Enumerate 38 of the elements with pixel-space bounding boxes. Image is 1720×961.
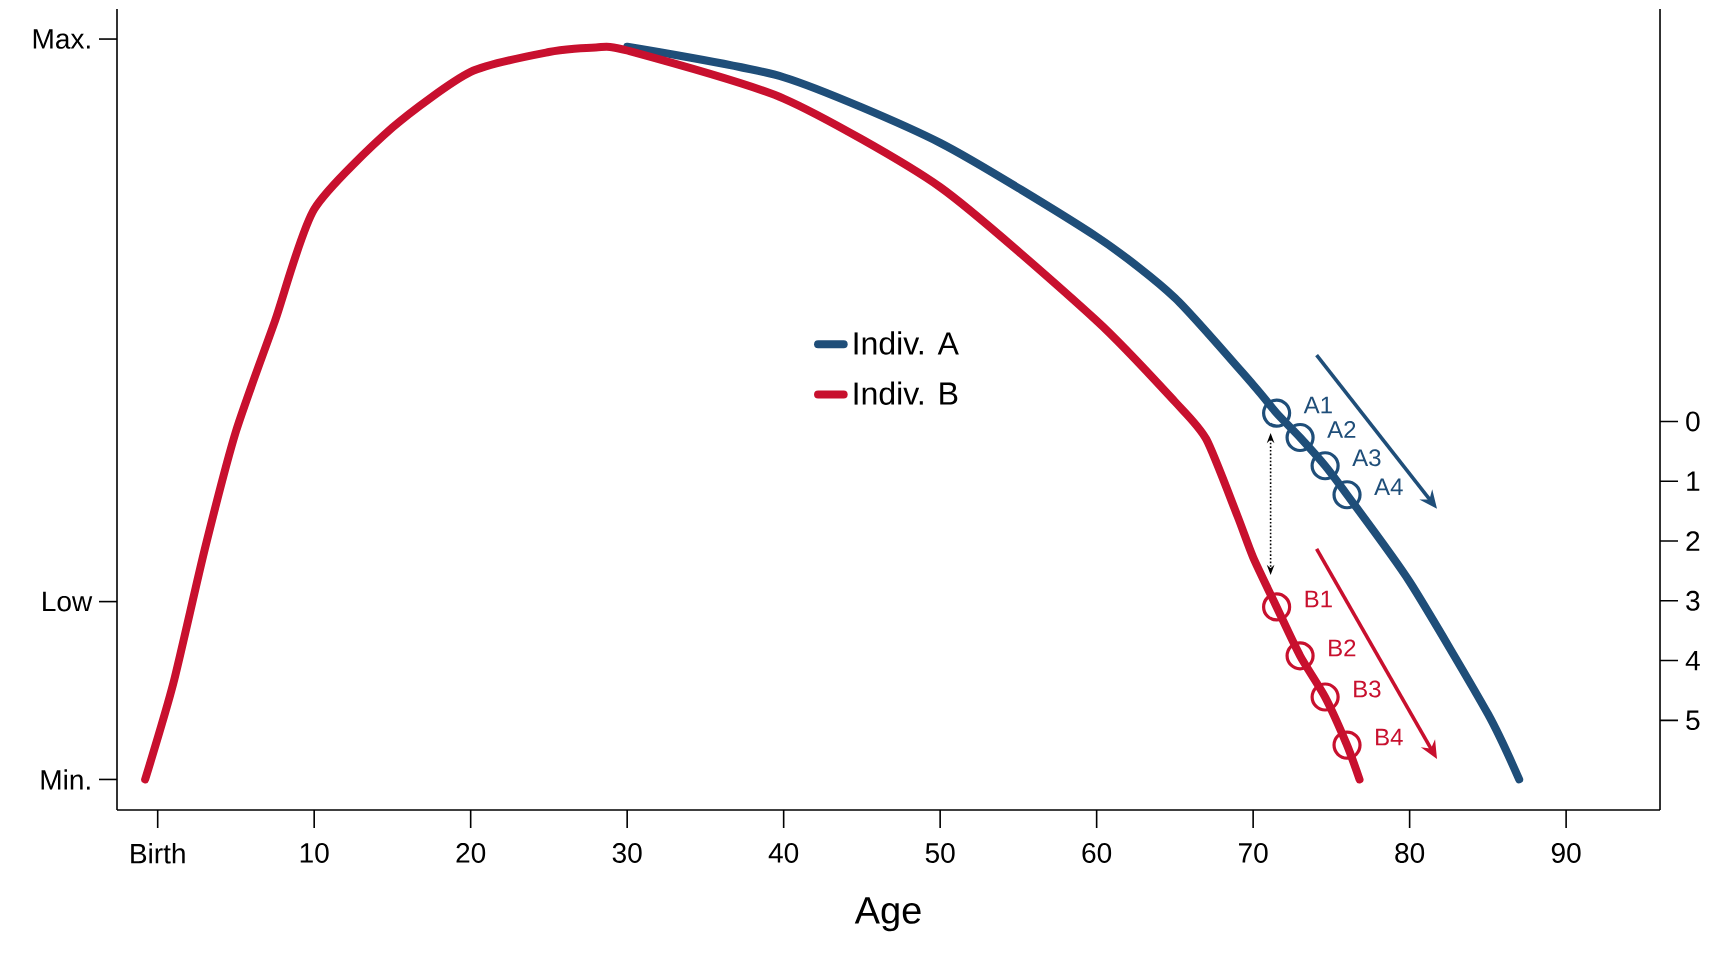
x-tick-label: 30 [612, 843, 642, 863]
point [1285, 422, 1315, 453]
point [1285, 641, 1315, 671]
point [1262, 592, 1292, 622]
x-tick-label: 40 [768, 843, 799, 863]
ref-line-label: Min. [41, 769, 90, 790]
ref-line-label: Low [43, 591, 93, 612]
x-tick-label: 60 [1082, 843, 1112, 863]
annotation: A1 [1303, 396, 1332, 414]
x-tick-label: 90 [1551, 843, 1581, 863]
y2-tick-label: 3 [1686, 590, 1700, 611]
point [1332, 730, 1362, 760]
annotation: B4 [1376, 728, 1403, 746]
point [1310, 682, 1340, 712]
x-axis-title: Age [854, 897, 921, 932]
x-tick-label: 70 [1239, 843, 1268, 863]
x-tick-label: Birth [131, 843, 185, 864]
x-tick-label: 80 [1395, 843, 1425, 863]
annotation: B3 [1354, 680, 1381, 698]
annotation: A4 [1374, 478, 1403, 495]
point [1310, 451, 1340, 481]
y2-tick-label: 1 [1687, 471, 1700, 491]
legend-label: Indiv. B [854, 381, 958, 405]
x-tick-label: 20 [456, 843, 486, 863]
annotation: B2 [1329, 639, 1356, 657]
ref-line-label: Max. [33, 29, 90, 49]
y2-tick-label: 0 [1686, 411, 1700, 432]
y2-tick-label: 5 [1686, 710, 1700, 731]
x-tick-label: 10 [300, 843, 329, 863]
annotation: A2 [1327, 421, 1356, 438]
point [1262, 398, 1292, 428]
annotation: A3 [1352, 449, 1381, 467]
y2-tick-label: 4 [1685, 650, 1700, 671]
x-tick-label: 50 [925, 843, 955, 863]
annotation: B1 [1305, 590, 1332, 608]
point [1332, 480, 1362, 510]
y2-tick-label: 2 [1686, 531, 1700, 551]
legend-label: Indiv. A [854, 331, 959, 355]
